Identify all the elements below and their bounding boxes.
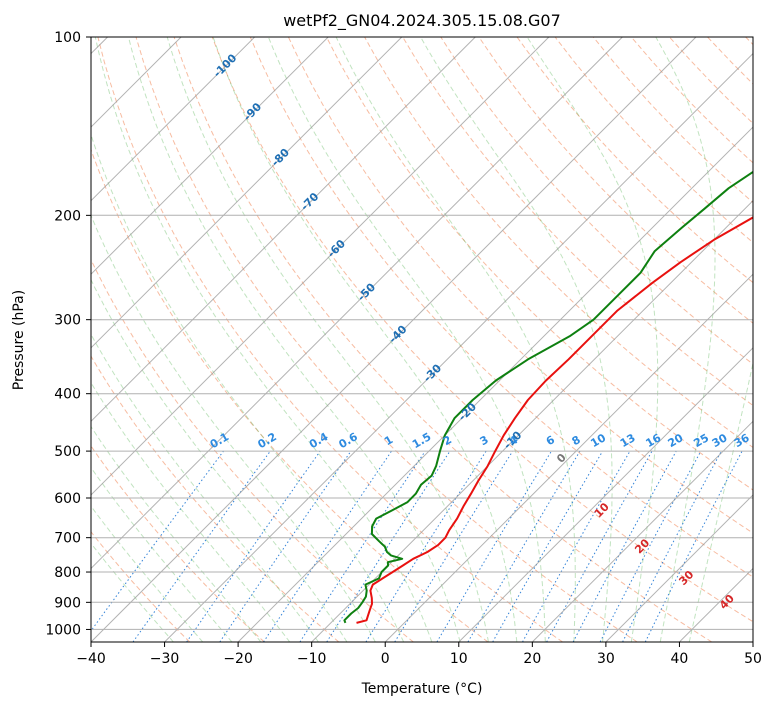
dry-adiabat-line: [91, 148, 489, 642]
isotherm-line: [384, 273, 753, 642]
x-tick-label: −40: [76, 651, 106, 667]
dry-adiabat-line: [326, 37, 753, 491]
profile-lines: [343, 170, 753, 624]
isotherm-line: [164, 52, 753, 642]
y-tick-label: 300: [54, 313, 81, 329]
dry-adiabat-line: [478, 37, 753, 324]
mixing-ratio-line: [132, 450, 271, 642]
moist-adiabat-line: [267, 37, 546, 642]
y-tick-label: 600: [54, 491, 81, 507]
moist-adiabat-line: [91, 381, 291, 642]
background-lines: [91, 37, 753, 642]
moist-adiabat-line: [91, 133, 405, 642]
dewpoint-profile-line: [343, 170, 753, 624]
x-tick-label: −20: [223, 651, 253, 667]
isotherm-line: [91, 37, 550, 496]
isotherm-line: [91, 37, 697, 642]
moist-adiabat-line: [655, 37, 716, 642]
chart-title: wetPf2_GN04.2024.305.15.08.G07: [283, 11, 561, 31]
y-tick-label: 700: [54, 531, 81, 547]
x-tick-label: 30: [597, 651, 615, 667]
y-tick-label: 200: [54, 208, 81, 224]
x-tick-label: 0: [381, 651, 390, 667]
dry-adiabat-line: [91, 355, 340, 642]
mixing-ratio-line: [263, 450, 392, 642]
isotherm-line: [91, 37, 403, 349]
moist-adiabat-line: [166, 37, 489, 642]
mixing-ratio-line: [326, 450, 451, 642]
isotherm-line: [605, 494, 753, 642]
dry-adiabat-line: [211, 37, 753, 623]
isotherm-line: [311, 199, 753, 642]
dry-adiabat-line: [135, 37, 638, 642]
mixing-ratio-line: [546, 450, 653, 642]
y-axis-label: Pressure (hPa): [11, 290, 27, 390]
y-tick-label: 500: [54, 444, 81, 460]
dry-adiabat-line: [249, 37, 753, 578]
y-tick-label: 800: [54, 565, 81, 581]
moist-adiabat-line: [420, 37, 613, 642]
isotherm-line: [91, 37, 476, 423]
y-tick-label: 400: [54, 387, 81, 403]
dry-adiabat-line: [91, 445, 265, 642]
isotherm-line: [237, 126, 753, 642]
dry-adiabat-line: [402, 37, 753, 407]
moist-adiabat-line: [526, 37, 659, 642]
moist-adiabat-line: [94, 37, 433, 642]
x-tick-label: 20: [523, 651, 541, 667]
y-tick-label: 100: [54, 30, 81, 46]
mixing-ratio-line: [572, 450, 677, 642]
mixing-ratio-line: [219, 450, 352, 642]
x-tick-label: −10: [297, 651, 327, 667]
mixing-ratio-line: [644, 450, 743, 642]
dry-adiabat-line: [97, 37, 563, 642]
moist-adiabat-line: [128, 37, 461, 642]
mixing-ratio-line: [91, 450, 224, 632]
moist-adiabat-line: [688, 360, 753, 642]
isotherm-line: [91, 37, 623, 570]
moist-adiabat-line: [91, 425, 262, 642]
temperature-profile-line: [356, 216, 753, 624]
isotherm-line: [91, 37, 329, 275]
dry-adiabat-line: [516, 37, 753, 284]
axis-ticks: −40 −30 −20 −10 0 10 20 30 40 50 1000 900 800 700 600 5…: [45, 30, 762, 667]
moist-adiabat-line: [91, 214, 376, 642]
x-tick-label: 10: [450, 651, 468, 667]
isotherm-line: [91, 37, 256, 202]
x-tick-label: 50: [744, 651, 762, 667]
y-tick-label: 900: [54, 595, 81, 611]
mixing-ratio-line: [522, 450, 631, 642]
mixing-ratio-line: [394, 450, 514, 642]
x-tick-label: −30: [150, 651, 180, 667]
moist-adiabat-line: [335, 37, 576, 642]
x-tick-label: 40: [671, 651, 689, 667]
moist-adiabat-line: [91, 333, 319, 642]
dry-adiabat-line: [91, 531, 191, 642]
moist-adiabat-line: [212, 37, 518, 642]
plot-frame: [90, 36, 754, 643]
x-axis-label: Temperature (°C): [361, 681, 483, 697]
isotherm-line: [458, 347, 753, 642]
y-tick-label: 1000: [45, 622, 81, 638]
mixing-ratio-line: [186, 450, 321, 642]
moist-adiabat-line: [91, 278, 348, 642]
mixing-ratio-line: [299, 450, 426, 642]
isotherm-line: [531, 420, 753, 642]
